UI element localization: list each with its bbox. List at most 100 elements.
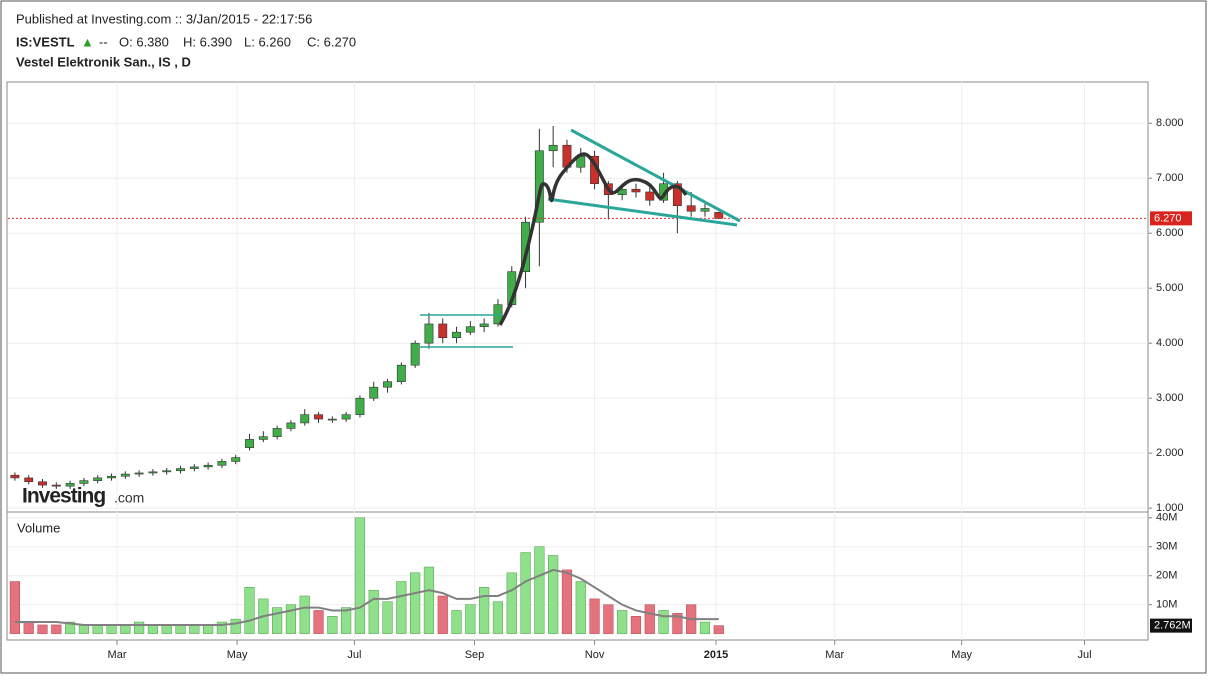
candle-body (120, 473, 130, 477)
volume-bar (672, 613, 683, 634)
volume-bar (492, 601, 504, 634)
volume-bar (120, 624, 131, 634)
candle-body (176, 468, 185, 472)
volume-bar (147, 624, 158, 634)
close: C: 6.270 (307, 34, 356, 49)
high: H: 6.390 (183, 34, 232, 49)
volume-bar (658, 610, 669, 634)
x-tick-label: 2015 (704, 649, 728, 661)
candle-body (369, 386, 379, 399)
candle-body (534, 150, 544, 223)
volume-bar (479, 587, 490, 634)
plot-frame (6, 81, 1149, 641)
y-tick-label: 3.000 (1156, 392, 1184, 404)
y-tick-label: 40M (1156, 512, 1177, 524)
y-tick-label: 30M (1156, 541, 1177, 553)
volume-bar (203, 624, 214, 634)
volume-bar (341, 607, 352, 634)
volume-bar (37, 624, 48, 634)
annotations (420, 128, 741, 348)
trend-line (570, 128, 741, 223)
x-tick-label: May (951, 649, 972, 661)
volume-bar (9, 581, 20, 634)
candle-body (631, 188, 641, 193)
y-tick-label: 5.000 (1156, 282, 1184, 294)
candle-body (79, 480, 89, 484)
candle-body (162, 470, 172, 473)
x-tick-label: Mar (108, 649, 127, 661)
volume-bar (175, 624, 186, 634)
volume-bar (506, 572, 517, 634)
volume-bar (534, 546, 545, 634)
volume-bar (630, 616, 642, 634)
candle-body (134, 472, 144, 475)
candle-body (327, 418, 337, 421)
x-tick-label: Sep (465, 649, 485, 661)
candle-body (383, 381, 392, 388)
open: O: 6.380 (119, 34, 169, 49)
volume-bar (285, 604, 297, 634)
volume-bar (272, 607, 283, 634)
y-tick-label: 2.000 (1156, 447, 1184, 459)
volume-bar (216, 621, 228, 634)
candle-body (65, 483, 75, 487)
volume-bar (51, 624, 62, 634)
candle-body (245, 439, 254, 448)
volume-bar (106, 624, 117, 634)
logo-suffix: .com (114, 490, 144, 506)
candle-body (672, 183, 682, 207)
volume-bar (230, 618, 241, 634)
published: Published at Investing.com :: 3/Jan/2015… (16, 11, 312, 26)
volume-bar (134, 621, 145, 634)
candle-body (286, 422, 296, 429)
y-tick-label: 20M (1156, 570, 1177, 582)
volume-bar (520, 552, 531, 634)
volume-bar (382, 601, 393, 634)
volume-bar (23, 621, 34, 634)
volume-bar (299, 595, 310, 634)
pattern-curve (498, 152, 688, 326)
last-price-label: 6.270 (1154, 212, 1182, 224)
y-tick-label: 8.000 (1156, 117, 1184, 129)
volume-bar (78, 624, 89, 634)
volume-bar (451, 610, 462, 634)
logo: Investing (22, 485, 105, 508)
last-volume-box (1150, 618, 1192, 633)
arrow: ▲ (81, 34, 94, 49)
candle-body (341, 414, 351, 420)
last-price-box (1150, 211, 1192, 226)
volume-bar (713, 625, 724, 634)
y-tick-label: 4.000 (1156, 337, 1184, 349)
volume-bar (410, 572, 421, 634)
trend-line (547, 197, 738, 227)
candle-body (686, 205, 696, 212)
volume-bar (244, 587, 255, 634)
candle-body (645, 191, 655, 201)
candle-body (314, 414, 323, 420)
candle-body (203, 464, 213, 468)
volume-bar (354, 517, 366, 634)
instrument-name: Vestel Elektronik San., IS , D (16, 54, 191, 69)
volume-bar (161, 624, 172, 634)
candle-body (189, 466, 199, 469)
volume-bar (423, 566, 435, 634)
candle-body (24, 477, 34, 483)
volume-bar (699, 621, 711, 634)
candle-body (548, 144, 558, 152)
x-tick-label: Mar (825, 649, 844, 661)
y-tick-label: 10M (1156, 599, 1177, 611)
candle-body (438, 323, 448, 338)
candle-body (10, 474, 20, 479)
candle-body (452, 331, 461, 338)
volume-bar (617, 610, 628, 634)
low: L: 6.260 (244, 34, 291, 49)
candle-body (479, 323, 489, 327)
candle-body (148, 471, 158, 474)
x-tick-label: Jul (347, 649, 361, 661)
candle-body (272, 428, 282, 437)
y-tick-label: 1.000 (1156, 502, 1184, 514)
candle-body (410, 342, 420, 366)
candle-body (424, 323, 434, 344)
y-tick-label: 6.000 (1156, 227, 1184, 239)
